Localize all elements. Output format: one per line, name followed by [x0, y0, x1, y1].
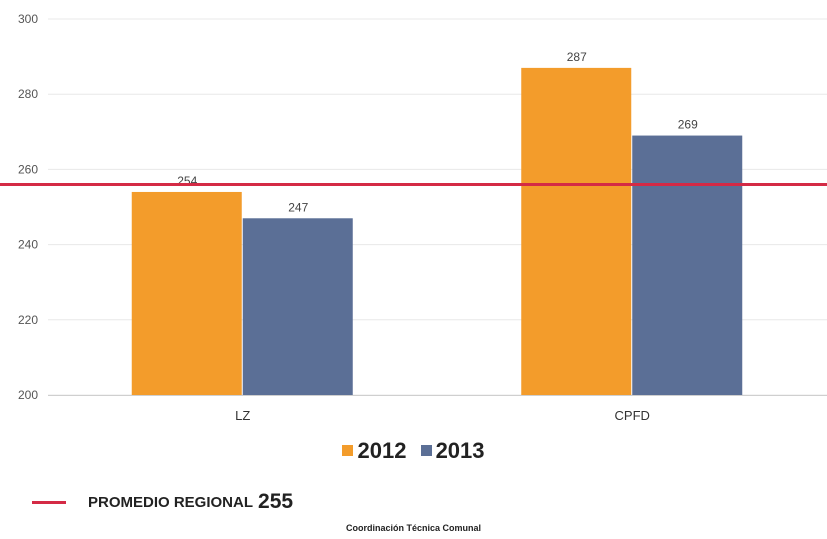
x-category-label-lz: LZ [235, 408, 250, 423]
y-axis-ticks: 200 220 240 260 280 300 [18, 12, 38, 402]
legend-label-2013: 2013 [435, 437, 485, 463]
data-label-cpfd-2012: 287 [567, 50, 587, 64]
legend: 2012 2013 [0, 436, 827, 464]
x-axis-categories: LZ CPFD [235, 408, 650, 423]
bar-cpfd-2013 [632, 135, 743, 395]
y-tick-label-260: 260 [18, 162, 38, 176]
reference-legend-swatch [32, 500, 66, 504]
legend-label-2012: 2012 [357, 437, 407, 463]
y-tick-label-300: 300 [18, 12, 38, 26]
legend-swatch-2013 [420, 445, 432, 456]
bar-lz-2013 [242, 218, 353, 395]
x-category-label-cpfd: CPFD [615, 408, 650, 423]
data-label-lz-2013: 247 [288, 200, 308, 214]
y-tick-label-220: 220 [18, 313, 38, 327]
bar-cpfd-2012 [521, 67, 632, 395]
legend-item-2013: 2013 [420, 437, 485, 464]
reference-legend-value: 255 [258, 490, 294, 513]
y-tick-label-240: 240 [18, 238, 38, 252]
footer-credit: Coordinación Técnica Comunal [345, 523, 482, 533]
y-tick-label-200: 200 [18, 388, 38, 402]
reference-legend-label: PROMEDIO REGIONAL [88, 493, 254, 511]
bars [131, 67, 743, 395]
bar-lz-2012 [131, 191, 242, 395]
y-tick-label-280: 280 [18, 87, 38, 101]
legend-item-2012: 2012 [342, 438, 406, 464]
legend-swatch-2012 [342, 445, 354, 456]
data-label-cpfd-2013: 269 [678, 118, 698, 132]
reference-legend: PROMEDIO REGIONAL 255 [32, 490, 293, 514]
